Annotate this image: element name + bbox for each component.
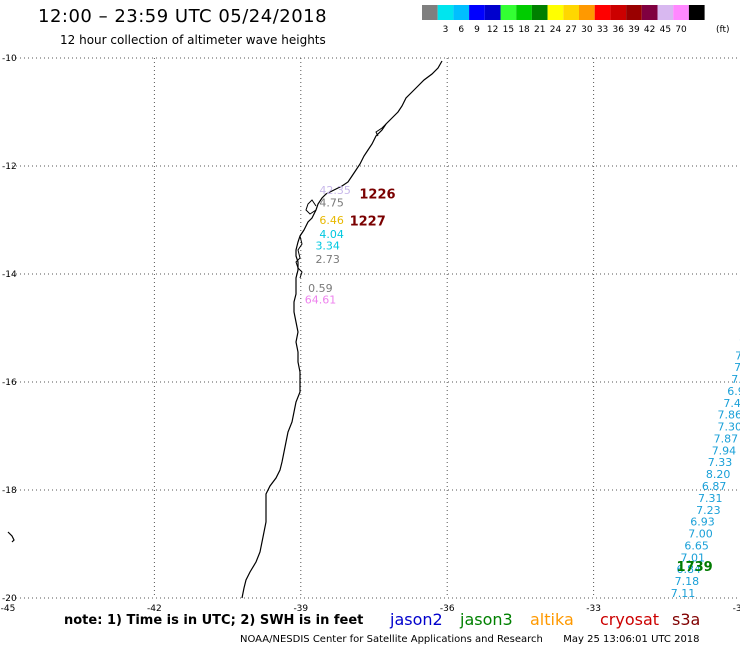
wave-height-label: 3.34 <box>315 240 340 253</box>
wave-height-label: 64.61 <box>305 294 337 307</box>
colorbar-tick-label: 12 <box>487 25 498 35</box>
colorbar-swatch <box>453 5 470 20</box>
satellite-legend-s3a: s3a <box>672 610 701 629</box>
bay-outline-shape <box>295 123 387 279</box>
latitude-tick-label: -10 <box>2 54 17 64</box>
generated-timestamp: May 25 13:06:01 UTC 2018 <box>563 634 700 645</box>
latitude-tick-label: -14 <box>2 270 17 280</box>
wave-height-label: 7.87 <box>714 432 739 445</box>
latitude-tick-label: -20 <box>2 594 17 604</box>
colorbar-legend: 3 6 9 12 15 18 21 24 27 30 33 36 39 42 45 70 (ft) <box>422 5 730 35</box>
colorbar-tick-label: 30 <box>581 25 593 35</box>
colorbar-swatch <box>437 5 454 20</box>
colorbar-swatch <box>422 5 438 20</box>
wave-height-label: 7.00 <box>688 528 713 541</box>
longitude-tick-label: -36 <box>440 604 455 614</box>
wave-height-label: 7.01 <box>680 551 705 564</box>
colorbar-tick-label: 39 <box>628 25 640 35</box>
wave-height-label: 4.04 <box>319 228 344 241</box>
wave-height-label: 6.87 <box>702 480 727 493</box>
colorbar-swatch <box>579 5 595 20</box>
colorbar-swatch <box>657 5 674 20</box>
wave-height-label: 6.65 <box>684 539 709 552</box>
longitude-tick-label: -30 <box>733 604 740 614</box>
colorbar-tick-label: 15 <box>503 25 514 35</box>
colorbar-swatch <box>594 5 611 20</box>
colorbar-swatch <box>641 5 658 20</box>
wave-height-label: 6.84 <box>677 563 702 576</box>
axis-tick-labels: -45 -42 -39 -36 -33 -30 -10 -12 -14 -16 -18 -20 <box>1 54 740 614</box>
colorbar-swatch <box>688 5 705 20</box>
page-subtitle: 12 hour collection of altimeter wave hei… <box>60 33 326 47</box>
colorbar-swatch <box>563 5 579 20</box>
colorbar-tick-label: 33 <box>597 25 608 35</box>
longitude-tick-label: -39 <box>293 604 308 614</box>
colorbar-swatch <box>610 5 627 20</box>
colorbar-tick-label: 45 <box>660 25 671 35</box>
latitude-tick-label: -16 <box>2 378 17 388</box>
wave-height-label: 8.20 <box>706 468 731 481</box>
wave-height-label: 7.31 <box>698 492 723 505</box>
wave-height-label: 7.37 <box>735 349 740 362</box>
wave-height-label: 7.94 <box>712 444 737 457</box>
longitude-tick-label: -45 <box>1 604 16 614</box>
colorbar-tick-label: 70 <box>675 25 687 35</box>
time-labels: 1226122717401739 <box>350 187 713 575</box>
colorbar-swatch <box>516 5 532 20</box>
wave-height-label: 42.35 <box>319 184 351 197</box>
footer-note: note: 1) Time is in UTC; 2) SWH is in fe… <box>64 613 364 628</box>
wave-height-label: 7.65 <box>734 361 740 374</box>
latitude-tick-label: -12 <box>2 162 17 172</box>
colorbar-tick-label: 24 <box>550 25 562 35</box>
satellite-legend-jason2: jason2 <box>390 610 443 629</box>
colorbar-swatch <box>547 5 564 20</box>
wave-height-label: 6.93 <box>690 516 715 529</box>
satellite-legend-cryosat: cryosat <box>600 610 660 629</box>
credit-line: NOAA/NESDIS Center for Satellite Applica… <box>240 634 700 645</box>
page-title: 12:00 – 23:59 UTC 05/24/2018 <box>38 6 328 27</box>
colorbar-swatch <box>626 5 642 20</box>
wave-height-label: 7.18 <box>675 575 700 588</box>
colorbar-swatch <box>469 5 485 20</box>
colorbar-tick-label: 36 <box>613 25 625 35</box>
wave-height-label: 7.23 <box>696 504 721 517</box>
wave-height-label: 0.59 <box>308 282 333 295</box>
coastline-shape <box>241 60 443 599</box>
colorbar-tick-label: 18 <box>518 25 530 35</box>
longitude-tick-label: -33 <box>586 604 601 614</box>
wave-height-label: 7.33 <box>708 456 733 469</box>
wave-height-label: 7.48 <box>723 397 740 410</box>
satellite-legend-jason3: jason3 <box>460 610 513 629</box>
wave-height-label: 2.73 <box>315 253 340 266</box>
wave-height-label: 4.75 <box>319 197 344 210</box>
satellite-legend-altika: altika <box>530 610 574 629</box>
colorbar-swatch <box>484 5 501 20</box>
colorbar-tick-label: 27 <box>565 25 576 35</box>
credit-text: NOAA/NESDIS Center for Satellite Applica… <box>240 634 543 645</box>
colorbar-swatch <box>531 5 548 20</box>
colorbar-unit-label: (ft) <box>716 25 730 35</box>
colorbar-tick-label: 6 <box>458 25 464 35</box>
wave-height-label: 7.86 <box>718 409 740 422</box>
colorbar-swatch <box>500 5 517 20</box>
wave-height-label: 7.70 <box>731 373 740 386</box>
colorbar-tick-label: 3 <box>443 25 449 35</box>
colorbar-swatch <box>673 5 689 20</box>
pass-time-label: 1227 <box>350 214 386 229</box>
wave-height-label: 7.11 <box>671 587 696 600</box>
pass-time-label: 1739 <box>677 560 713 575</box>
pass-time-label: 1226 <box>359 187 395 202</box>
wave-height-label: 6.96 <box>727 385 740 398</box>
latitude-tick-label: -18 <box>2 486 17 496</box>
observation-labels: 42.354.756.464.043.342.730.5964.6187.6.7… <box>305 184 740 600</box>
colorbar-tick-label: 9 <box>474 25 480 35</box>
colorbar-tick-label: 21 <box>534 25 545 35</box>
colorbar-tick-label: 42 <box>644 25 655 35</box>
longitude-tick-label: -42 <box>147 604 162 614</box>
island-shape <box>7 531 15 543</box>
wave-height-label: 7.30 <box>718 421 740 434</box>
wave-height-label: 6.46 <box>319 214 344 227</box>
